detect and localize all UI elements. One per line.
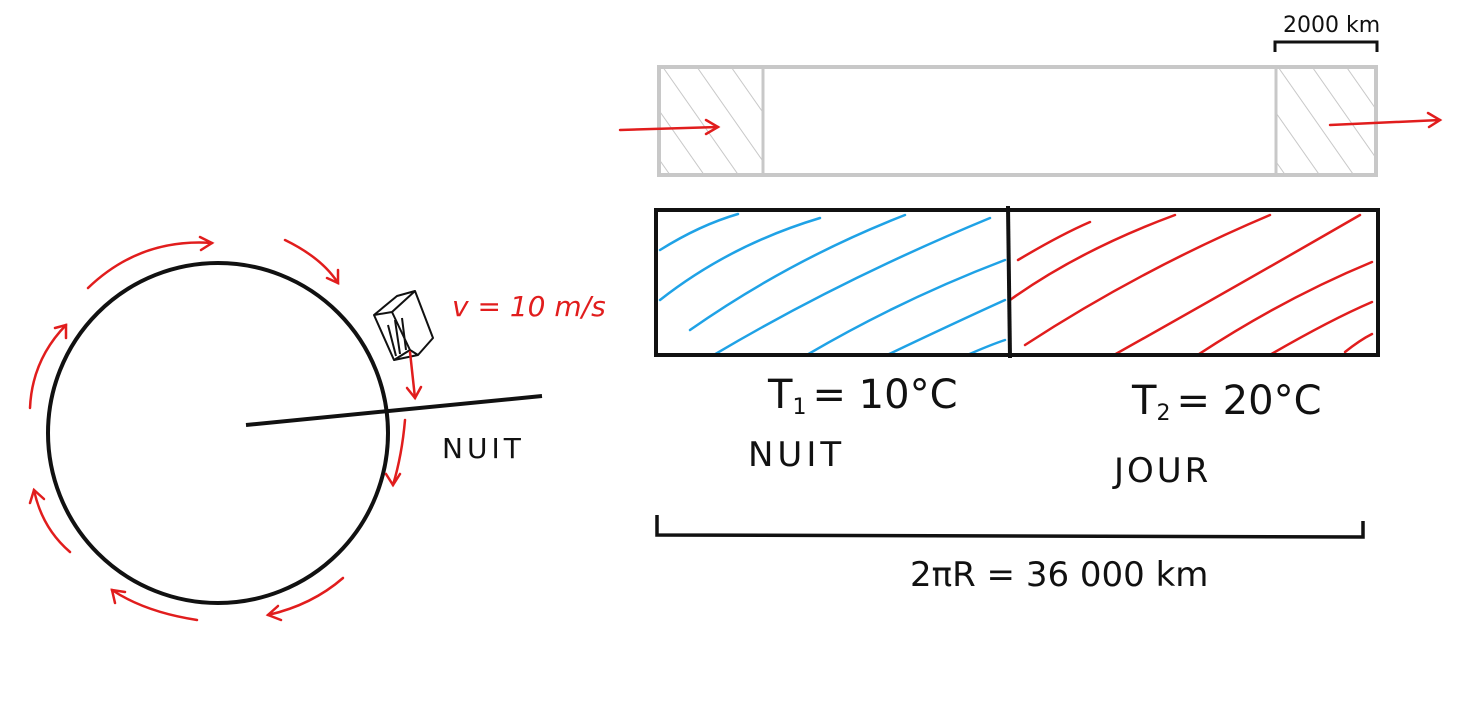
- terminator-line: [245, 394, 543, 427]
- exchange-strip: [657, 65, 1378, 177]
- exchange-strip-frame: [657, 65, 1378, 177]
- svg-text:T2= 20°C: T2 = 20°C: [1131, 378, 1322, 426]
- t2-label: T2 = 20°C: [1131, 378, 1322, 426]
- band-frame: [654, 208, 1380, 357]
- velocity-label: v = 10 m/s: [452, 290, 606, 323]
- flow-in-arrow-icon: [618, 118, 721, 136]
- svg-text:T1= 10°C: T1 = 10°C: [767, 372, 958, 420]
- t1-label: T1 = 10°C: [767, 372, 958, 420]
- night-hatching: [658, 212, 1007, 354]
- planet-circle: [46, 261, 390, 605]
- circumference-bracket: [655, 515, 1365, 539]
- exchange-zone-right: [1276, 67, 1376, 175]
- planet-group: [46, 261, 543, 605]
- rotation-arrows-icon: [28, 235, 407, 622]
- exchange-zone-left: [659, 67, 763, 175]
- day-hatching: [1010, 213, 1374, 354]
- band-divider: [1006, 205, 1012, 359]
- night-day-band: [654, 205, 1380, 359]
- zone-width-label: 2000 km: [1283, 13, 1380, 38]
- night-band-label: NUIT: [748, 435, 845, 475]
- night-circle-label: NUIT: [442, 432, 525, 465]
- parcel-height-arrow: [405, 350, 423, 401]
- zone-width-bracket: [1273, 40, 1379, 52]
- day-band-label: JOUR: [1112, 451, 1211, 491]
- air-parcel-cube-icon: [373, 290, 434, 361]
- flow-out-arrow-icon: [1328, 111, 1443, 129]
- circumference-label: 2πR = 36 000 km: [910, 555, 1208, 595]
